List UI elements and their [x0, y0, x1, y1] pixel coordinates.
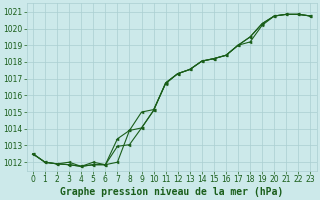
X-axis label: Graphe pression niveau de la mer (hPa): Graphe pression niveau de la mer (hPa) — [60, 186, 283, 197]
